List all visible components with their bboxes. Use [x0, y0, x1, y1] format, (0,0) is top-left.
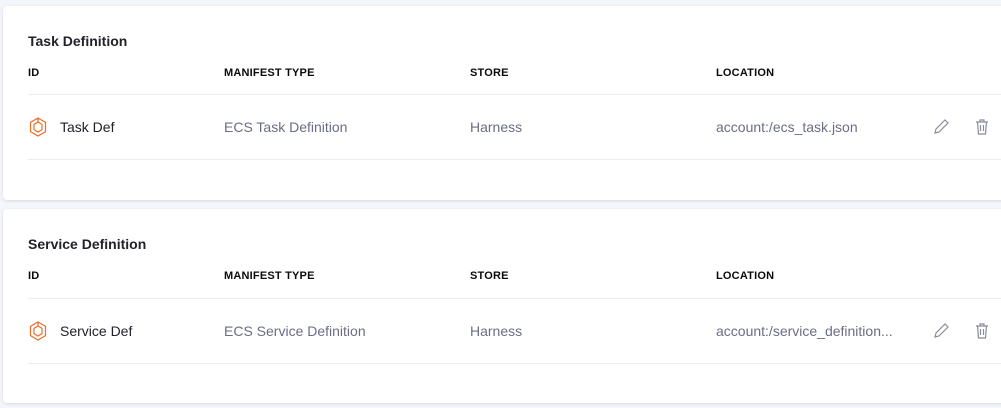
- section-title: Service Definition: [28, 236, 147, 252]
- delete-icon[interactable]: [972, 117, 992, 137]
- header-manifest-type: MANIFEST TYPE: [224, 67, 315, 79]
- divider: [28, 363, 1001, 364]
- service-definition-card: Service Definition ID MANIFEST TYPE STOR…: [3, 209, 1001, 403]
- row-location: account:/service_definition...: [716, 323, 893, 339]
- header-id: ID: [28, 270, 40, 282]
- divider: [28, 94, 1001, 95]
- section-title: Task Definition: [28, 33, 128, 49]
- row-manifest-type: ECS Service Definition: [224, 323, 366, 339]
- row-id[interactable]: Service Def: [60, 323, 133, 339]
- ecs-hexagon-icon: [29, 321, 47, 341]
- row-manifest-type: ECS Task Definition: [224, 119, 348, 135]
- ecs-hexagon-icon: [29, 117, 47, 137]
- delete-icon[interactable]: [972, 321, 992, 341]
- divider: [28, 159, 1001, 160]
- header-manifest-type: MANIFEST TYPE: [224, 270, 315, 282]
- row-store: Harness: [470, 323, 523, 339]
- row-store: Harness: [470, 119, 523, 135]
- row-id[interactable]: Task Def: [60, 119, 115, 135]
- header-location: LOCATION: [716, 270, 775, 282]
- header-store: STORE: [470, 67, 509, 79]
- header-id: ID: [28, 67, 40, 79]
- edit-icon[interactable]: [931, 321, 951, 341]
- row-location: account:/ecs_task.json: [716, 119, 858, 135]
- header-location: LOCATION: [716, 67, 775, 79]
- header-store: STORE: [470, 270, 509, 282]
- divider: [28, 298, 1001, 299]
- task-definition-card: Task Definition ID MANIFEST TYPE STORE L…: [3, 6, 1001, 200]
- edit-icon[interactable]: [931, 117, 951, 137]
